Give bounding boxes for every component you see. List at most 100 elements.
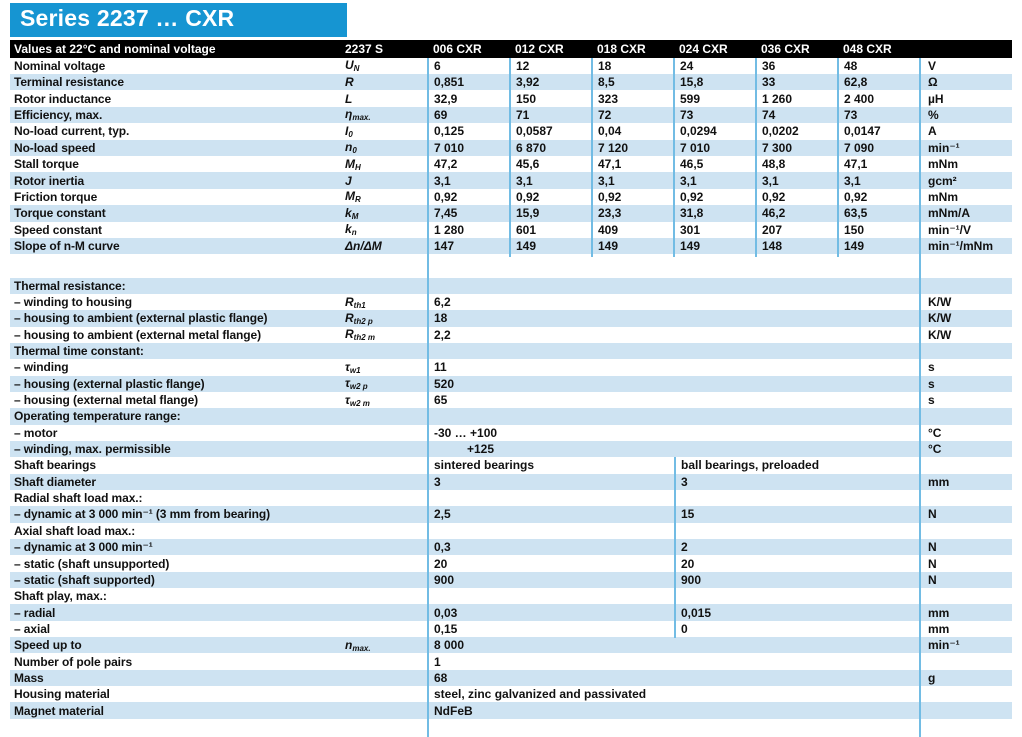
row-label: Slope of n-M curve [14,239,120,254]
cell-value-ball: 900 [681,572,702,587]
row-label: – housing to ambient (external plastic f… [14,311,268,326]
table-row: Speed constant kn 1 280 601 409 301 207 150 min⁻… [10,222,1012,238]
row-label: – motor [14,425,58,440]
cell-value: 8,5 [598,75,615,90]
cell-value: 0,04 [598,124,622,139]
cell-value: 3,1 [598,173,615,188]
table-row: – static (shaft supported) 900 900 N [10,571,1012,589]
table-row: – housing (external metal flange) τw2 m 65… [10,392,1012,408]
unit-cell: min⁻¹/mNm [928,239,994,254]
cell-value: 0,125 [434,124,465,139]
unit-cell: mNm [928,189,959,204]
row-symbol: τw1 [345,359,361,375]
cell-value: 601 [516,222,537,237]
unit-cell: g [928,670,936,685]
row-label: Shaft diameter [14,474,96,489]
cell-value: 31,8 [680,206,704,221]
table-row: Slope of n-M curve Δn/ΔM 147 149 149 149 148 14… [10,237,1012,255]
cell-value: 15,8 [680,75,704,90]
cell-value: 149 [598,239,619,254]
row-label: Thermal resistance: [14,278,126,293]
table-row: Housing material steel, zinc galvanized a… [10,686,1012,702]
table-row: Nominal voltage UN 6 12 18 24 36 48 V [10,58,1012,74]
cell-value-ball: 15 [681,507,695,522]
row-label: Speed constant [14,222,102,237]
row-label: – housing (external plastic flange) [14,376,205,391]
unit-cell: min⁻¹ [928,638,960,653]
row-label: – housing (external metal flange) [14,393,199,408]
cell-value: 1 280 [434,222,465,237]
row-label: – dynamic at 3 000 min⁻¹ [14,540,153,555]
cell-value: 47,2 [434,157,458,172]
cell-value-ball: 0 [681,621,688,636]
header-column-036cxr: 036 CXR [761,41,810,56]
header-column-024cxr: 024 CXR [679,41,728,56]
cell-value: 6 870 [516,140,547,155]
page-title: Series 2237 … CXR [20,5,235,31]
row-label: Friction torque [14,189,98,204]
row-symbol: MH [345,156,361,172]
unit-cell: N [928,507,937,522]
cell-value: 323 [598,91,619,106]
cell-value: 47,1 [598,157,622,172]
unit-cell: N [928,556,937,571]
header-series-label: 2237 S [345,41,384,56]
cell-value: 71 [516,107,530,122]
row-label: Magnet material [14,703,104,718]
row-label: – dynamic at 3 000 min⁻¹ (3 mm from bear… [14,507,271,522]
cell-value: 1 [434,654,441,669]
cell-value: 599 [680,91,701,106]
cell-value: 47,1 [844,157,868,172]
row-symbol: τw2 m [345,392,370,408]
cell-value: 0,92 [762,189,786,204]
cell-value: 409 [598,222,619,237]
row-symbol: Rth2 p [345,310,373,326]
cell-value: 3,1 [844,173,861,188]
table-row: – winding, max. permissible +125 °C [10,440,1012,458]
row-symbol: J [345,173,352,188]
row-label: Axial shaft load max.: [14,523,136,538]
header-column-012cxr: 012 CXR [515,41,564,56]
rule-col-1 [509,57,511,257]
table-row: Number of pole pairs 1 [10,653,1012,669]
table-row: – housing to ambient (external plastic f… [10,310,1012,327]
cell-value: 0,92 [844,189,868,204]
unit-cell: °C [928,425,942,440]
table-row: Terminal resistance R 0,851 3,92 8,5 15,8 33 62… [10,73,1012,91]
cell-value: 18 [598,58,612,73]
row-label: Housing material [14,687,110,702]
table-row: – static (shaft unsupported) 20 20 N [10,555,1012,571]
header-conditions-label: Values at 22°C and nominal voltage [14,41,216,56]
cell-value: 149 [516,239,537,254]
cell-value: 149 [844,239,865,254]
unit-cell: % [928,107,939,122]
unit-cell: N [928,572,937,587]
cell-value: 149 [680,239,701,254]
cell-value: 1 260 [762,91,793,106]
table-row: Torque constant kM 7,45 15,9 23,3 31,8 46,2 63,… [10,205,1012,222]
cell-value-sintered: 0,3 [434,540,451,555]
cell-value-sintered: 0,15 [434,621,458,636]
cell-value: 68 [434,670,448,685]
cell-value: 0,92 [680,189,704,204]
table-row: Rotor inductance L 32,9 150 323 599 1 260 2 400… [10,90,1012,106]
table-row: No-load current, typ. I0 0,125 0,0587 0,04 0,… [10,123,1012,139]
unit-cell: °C [928,442,942,457]
rule-units [919,57,921,737]
cell-value: 46,5 [680,157,704,172]
cell-value: 0,92 [516,189,540,204]
row-label: Terminal resistance [14,75,124,90]
rule-col-4 [755,57,757,257]
table-row: Radial shaft load max.: [10,490,1012,506]
unit-cell: mNm [928,157,959,172]
row-symbol: I0 [345,123,353,139]
cell-value: 520 [434,376,455,391]
cell-value: 15,9 [516,206,540,221]
row-symbol: kM [345,205,359,221]
cell-value: 74 [762,107,776,122]
table-row: Rotor inertia J 3,1 3,1 3,1 3,1 3,1 3,1 gcm² [10,172,1012,189]
row-label: Mass [14,670,44,685]
row-label: Torque constant [14,206,106,221]
table-row: Operating temperature range: [10,408,1012,425]
